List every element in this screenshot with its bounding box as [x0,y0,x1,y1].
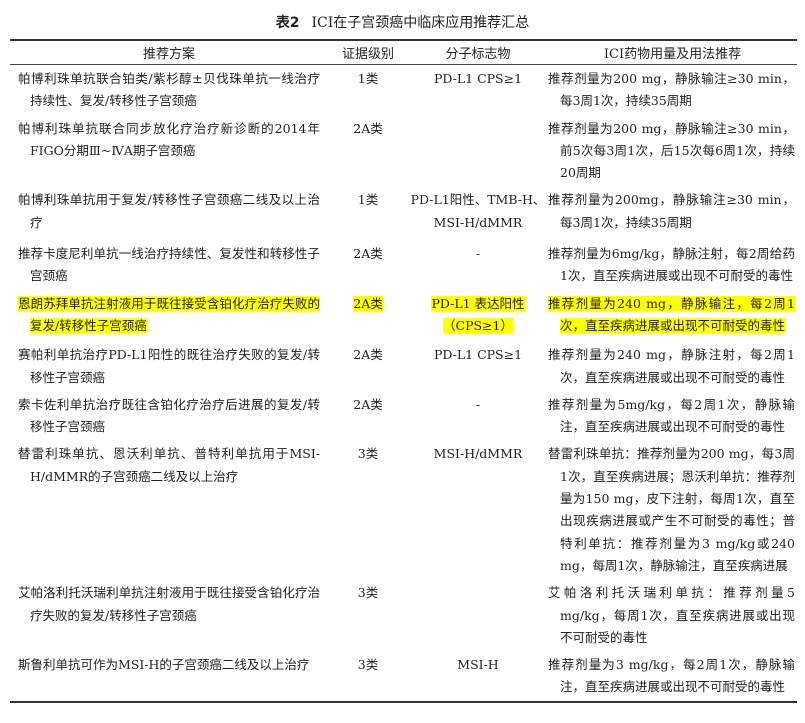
marker-cell [408,115,548,187]
scheme-cell-text: 索卡佐利单抗治疗既往含铂化疗治疗后进展的复发/转移性子宫颈癌 [18,396,320,435]
level-cell: 3类 [328,440,408,579]
scheme-cell-text: 斯鲁利单抗可作为MSI-H的子宫颈癌二线及以上治疗 [18,657,310,673]
marker-cell [408,579,548,651]
dosage-cell: 替雷利珠单抗：推荐剂量为200 mg，每3周1次，直至疾病进展；恩沃利单抗：推荐… [548,440,797,579]
level-cell-text: 2A类 [353,347,383,363]
table-row: 艾帕洛利托沃瑞利单抗注射液用于既往接受含铂化疗治疗失败的复发/转移性子宫颈癌 3类… [10,579,797,651]
marker-cell-text: PD-L1 表达阳性（CPS≥1） [431,295,525,333]
marker-cell-text: - [475,396,481,412]
scheme-cell: 帕博利珠单抗联合同步放化疗治疗新诊断的2014年FIGO分期Ⅲ~ⅣA期子宫颈癌 [10,115,328,187]
header-dosage: ICI药物用量及用法推荐 [548,39,797,65]
marker-cell: PD-L1阳性、TMB-H、MSI-H/dMMR [408,186,548,240]
level-cell-text: 3类 [357,657,379,673]
marker-cell: MSI-H/dMMR [408,440,548,579]
table-row: 恩朗苏拜单抗注射液用于既往接受含铂化疗治疗失败的复发/转移性子宫颈癌 2A类 PD-… [10,290,797,342]
scheme-cell-text: 帕博利珠单抗用于复发/转移性子宫颈癌二线及以上治疗 [18,192,320,230]
scheme-cell-text: 帕博利珠单抗联合同步放化疗治疗新诊断的2014年FIGO分期Ⅲ~ⅣA期子宫颈癌 [18,120,320,158]
dosage-cell-text: 推荐剂量为200 mg，静脉输注≥30 min，前5次每3周1次，后15次每6周… [548,120,795,181]
header-scheme: 推荐方案 [10,39,328,65]
level-cell: 1类 [328,186,408,240]
level-cell: 2A类 [328,290,408,342]
marker-cell: PD-L1 表达阳性（CPS≥1） [408,290,548,342]
dosage-cell-text: 推荐剂量为3 mg/kg，每2周1次，静脉输注，直至疾病进展或出现不可耐受的毒性 [548,657,795,695]
level-cell: 3类 [328,579,408,651]
marker-cell-text: MSI-H/dMMR [433,446,523,462]
dosage-cell-text: 推荐剂量为240 mg，静脉注射，每2周1次，直至疾病进展或出现不可耐受的毒性 [548,347,795,385]
dosage-cell: 推荐剂量为240 mg，静脉输注，每2周1次，直至疾病进展或出现不可耐受的毒性 [548,290,797,342]
table-row: 帕博利珠单抗用于复发/转移性子宫颈癌二线及以上治疗 1类 PD-L1阳性、TMB-H… [10,186,797,240]
scheme-cell-text: 艾帕洛利托沃瑞利单抗注射液用于既往接受含铂化疗治疗失败的复发/转移性子宫颈癌 [18,585,320,623]
scheme-cell: 斯鲁利单抗可作为MSI-H的子宫颈癌二线及以上治疗 [10,651,328,703]
scheme-cell: 帕博利珠单抗用于复发/转移性子宫颈癌二线及以上治疗 [10,186,328,240]
level-cell-text: 2A类 [353,396,383,412]
table-row: 帕博利珠单抗联合同步放化疗治疗新诊断的2014年FIGO分期Ⅲ~ⅣA期子宫颈癌 2… [10,115,797,187]
scheme-cell: 艾帕洛利托沃瑞利单抗注射液用于既往接受含铂化疗治疗失败的复发/转移性子宫颈癌 [10,579,328,651]
level-cell: 2A类 [328,240,408,290]
scheme-cell-text: 推荐卡度尼利单抗一线治疗持续性、复发性和转移性子宫颈癌 [18,246,320,284]
scheme-cell: 推荐卡度尼利单抗一线治疗持续性、复发性和转移性子宫颈癌 [10,240,328,290]
dosage-cell-text: 推荐剂量为5mg/kg，每2周1次，静脉输注，直至疾病进展或出现不可耐受的毒性 [548,396,795,435]
level-cell: 2A类 [328,391,408,441]
dosage-cell: 推荐剂量为3 mg/kg，每2周1次，静脉输注，直至疾病进展或出现不可耐受的毒性 [548,651,797,703]
marker-cell: - [408,391,548,441]
level-cell: 2A类 [328,341,408,391]
table-row: 帕博利珠单抗联合铂类/紫杉醇±贝伐珠单抗一线治疗持续性、复发/转移性子宫颈癌 1类… [10,65,797,115]
level-cell-text: 3类 [357,446,379,462]
table-label: 表2 [275,15,300,31]
marker-cell-text: PD-L1阳性、TMB-H、MSI-H/dMMR [410,192,546,230]
level-cell: 2A类 [328,115,408,187]
level-cell-text: 2A类 [353,295,383,311]
dosage-cell: 推荐剂量为5mg/kg，每2周1次，静脉输注，直至疾病进展或出现不可耐受的毒性 [548,391,797,441]
dosage-cell: 推荐剂量为240 mg，静脉注射，每2周1次，直至疾病进展或出现不可耐受的毒性 [548,341,797,391]
table-row: 赛帕利单抗治疗PD-L1阳性的既往治疗失败的复发/转移性子宫颈癌 2A类 PD-L1… [10,341,797,391]
marker-cell: PD-L1 CPS≥1 [408,341,548,391]
header-level: 证据级别 [328,39,408,65]
dosage-cell-text: 推荐剂量为200mg，静脉输注≥30 min，每3周1次，持续35周期 [548,192,795,230]
table-row: 替雷利珠单抗、恩沃利单抗、普特利单抗用于MSI-H/dMMR的子宫颈癌二线及以上… [10,440,797,579]
scheme-cell-text: 帕博利珠单抗联合铂类/紫杉醇±贝伐珠单抗一线治疗持续性、复发/转移性子宫颈癌 [18,71,320,109]
dosage-cell: 推荐剂量为200 mg，静脉输注≥30 min，前5次每3周1次，后15次每6周… [548,115,797,187]
scheme-cell-text: 赛帕利单抗治疗PD-L1阳性的既往治疗失败的复发/转移性子宫颈癌 [18,347,320,385]
dosage-cell: 推荐剂量为6mg/kg，静脉注射，每2周给药1次，直至疾病进展或出现不可耐受的毒… [548,240,797,290]
scheme-cell: 索卡佐利单抗治疗既往含铂化疗治疗后进展的复发/转移性子宫颈癌 [10,391,328,441]
marker-cell-text: PD-L1 CPS≥1 [433,71,523,86]
marker-cell: PD-L1 CPS≥1 [408,65,548,115]
marker-cell-text: - [475,246,481,262]
marker-cell-text: MSI-H [457,657,499,673]
table-caption: 表2 ICI在子宫颈癌中临床应用推荐汇总 [0,12,805,32]
scheme-cell: 赛帕利单抗治疗PD-L1阳性的既往治疗失败的复发/转移性子宫颈癌 [10,341,328,391]
level-cell: 1类 [328,65,408,115]
header-marker: 分子标志物 [408,39,548,65]
level-cell-text: 2A类 [353,246,383,262]
table-title: ICI在子宫颈癌中临床应用推荐汇总 [311,15,530,31]
dosage-cell: 推荐剂量为200 mg，静脉输注≥30 min，每3周1次，持续35周期 [548,65,797,115]
table-row: 斯鲁利单抗可作为MSI-H的子宫颈癌二线及以上治疗 3类 MSI-H 推荐剂量为3 m… [10,651,797,703]
marker-cell-text: PD-L1 CPS≥1 [433,347,523,363]
level-cell-text: 1类 [357,71,379,86]
level-cell-text: 2A类 [353,120,383,136]
dosage-cell-text: 推荐剂量为240 mg，静脉输注，每2周1次，直至疾病进展或出现不可耐受的毒性 [548,295,795,333]
recommendation-table: 推荐方案 证据级别 分子标志物 ICI药物用量及用法推荐 帕博利珠单抗联合铂类/… [10,39,797,703]
scheme-cell-text: 恩朗苏拜单抗注射液用于既往接受含铂化疗治疗失败的复发/转移性子宫颈癌 [18,295,320,333]
scheme-cell: 帕博利珠单抗联合铂类/紫杉醇±贝伐珠单抗一线治疗持续性、复发/转移性子宫颈癌 [10,65,328,115]
table-row: 索卡佐利单抗治疗既往含铂化疗治疗后进展的复发/转移性子宫颈癌 2A类 - 推荐剂量为5… [10,391,797,441]
dosage-cell: 艾帕洛利托沃瑞利单抗：推荐剂量5 mg/kg，每周1次，直至疾病进展或出现不可耐… [548,579,797,651]
marker-cell: - [408,240,548,290]
scheme-cell-text: 替雷利珠单抗、恩沃利单抗、普特利单抗用于MSI-H/dMMR的子宫颈癌二线及以上… [18,446,320,484]
scheme-cell: 恩朗苏拜单抗注射液用于既往接受含铂化疗治疗失败的复发/转移性子宫颈癌 [10,290,328,342]
dosage-cell-text: 推荐剂量为6mg/kg，静脉注射，每2周给药1次，直至疾病进展或出现不可耐受的毒… [548,246,795,284]
dosage-cell-text: 替雷利珠单抗：推荐剂量为200 mg，每3周1次，直至疾病进展；恩沃利单抗：推荐… [548,446,795,573]
dosage-cell-text: 推荐剂量为200 mg，静脉输注≥30 min，每3周1次，持续35周期 [548,71,795,109]
table-row: 推荐卡度尼利单抗一线治疗持续性、复发性和转移性子宫颈癌 2A类 - 推荐剂量为6mg/… [10,240,797,290]
table-header-row: 推荐方案 证据级别 分子标志物 ICI药物用量及用法推荐 [10,39,797,65]
dosage-cell: 推荐剂量为200mg，静脉输注≥30 min，每3周1次，持续35周期 [548,186,797,240]
level-cell-text: 1类 [357,192,379,208]
dosage-cell-text: 艾帕洛利托沃瑞利单抗：推荐剂量5 mg/kg，每周1次，直至疾病进展或出现不可耐… [548,585,795,645]
level-cell: 3类 [328,651,408,703]
level-cell-text: 3类 [357,585,379,601]
scheme-cell: 替雷利珠单抗、恩沃利单抗、普特利单抗用于MSI-H/dMMR的子宫颈癌二线及以上… [10,440,328,579]
marker-cell: MSI-H [408,651,548,703]
